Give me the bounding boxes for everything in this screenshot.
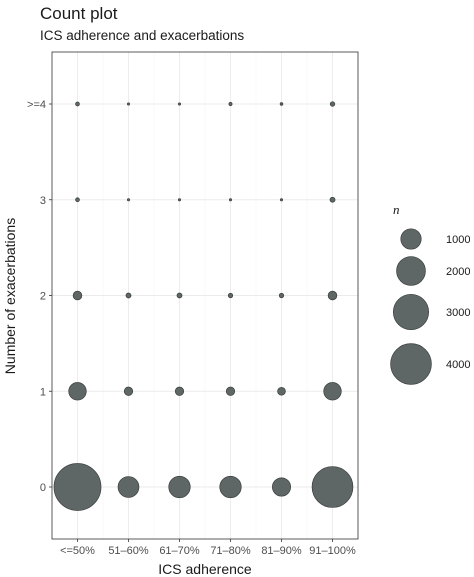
data-point	[53, 463, 102, 511]
data-point	[327, 290, 338, 301]
data-point	[279, 102, 284, 106]
x-tick-label: 81–90%	[261, 545, 302, 557]
legend-label: 2000	[446, 266, 470, 278]
x-tick-label: 91–100%	[309, 545, 356, 557]
data-point	[329, 101, 336, 107]
data-point	[177, 102, 182, 106]
data-point	[272, 477, 291, 497]
data-point	[176, 292, 183, 299]
size-legend: n 1000 2000 3000 4000	[390, 202, 470, 385]
data-point	[225, 386, 236, 396]
data-point	[123, 386, 134, 396]
data-point	[279, 198, 284, 202]
legend-key-circle	[396, 256, 426, 286]
chart-subtitle: ICS adherence and exacerbations	[40, 28, 244, 43]
data-point	[311, 466, 354, 508]
legend-title: n	[393, 202, 400, 217]
data-point	[227, 292, 234, 299]
data-point	[168, 475, 191, 499]
grid-lines	[51, 52, 359, 539]
data-point	[72, 290, 83, 301]
data-point	[68, 382, 87, 401]
data-point	[228, 198, 233, 202]
data-point	[126, 102, 131, 106]
data-point	[278, 292, 285, 299]
data-point	[117, 476, 140, 498]
data-point	[75, 197, 80, 203]
data-points	[53, 101, 354, 511]
data-point	[228, 102, 233, 106]
y-tick-label: 1	[40, 386, 46, 398]
data-point	[125, 292, 132, 299]
data-point	[219, 475, 242, 499]
legend-label: 4000	[446, 359, 470, 371]
data-point	[177, 198, 182, 202]
legend-label: 1000	[446, 234, 470, 246]
data-point	[174, 386, 185, 396]
legend-key-circle	[390, 343, 432, 385]
x-tick-label: 51–60%	[108, 545, 149, 557]
legend-key-circle	[400, 228, 422, 250]
x-tick-label: 61–70%	[159, 545, 200, 557]
legend-key-circle	[392, 293, 430, 331]
y-tick-label: 0	[40, 482, 46, 494]
y-axis-title: Number of exacerbations	[2, 218, 18, 374]
chart-title: Count plot	[40, 4, 118, 23]
x-tick-label: <=50%	[60, 545, 95, 557]
y-tick-label: 2	[40, 291, 46, 303]
axis-ticks: <=50% 51–60% 61–70% 71–80% 81–90% 91–100% 0 1 2 3…	[27, 99, 356, 557]
y-tick-label: >=4	[27, 99, 46, 111]
data-point	[329, 196, 336, 203]
data-point	[277, 386, 286, 396]
data-point	[323, 382, 342, 401]
x-tick-label: 71–80%	[210, 545, 251, 557]
data-point	[126, 198, 131, 202]
x-axis-title: ICS adherence	[158, 561, 252, 577]
data-point	[75, 101, 80, 107]
y-tick-label: 3	[40, 195, 46, 207]
legend-label: 3000	[446, 307, 470, 319]
